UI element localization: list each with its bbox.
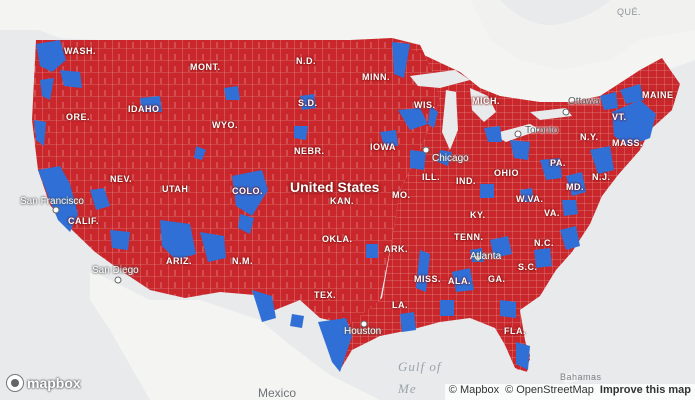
- city-label-ottawa: Ottawa: [568, 96, 600, 107]
- city-label-chicago: Chicago: [432, 153, 469, 164]
- city-label-san-francisco: San Francisco: [20, 196, 84, 207]
- basemap-label-quebec: QUÉ.: [617, 7, 642, 17]
- country-label-united-states: United States: [290, 179, 380, 195]
- great-lakes: [410, 70, 572, 150]
- place-label-bahamas: Bahamas: [560, 372, 602, 382]
- city-label-toronto: Toronto: [525, 125, 559, 136]
- city-label-houston: Houston: [344, 326, 382, 337]
- city-markers: [52, 108, 570, 328]
- water-label-gulf-of-mexico: Gulf of Me: [398, 359, 442, 396]
- improve-this-map-link[interactable]: Improve this map: [599, 384, 691, 396]
- mapbox-logo-icon: [6, 374, 24, 392]
- mapbox-logo-text: mapbox: [27, 375, 81, 391]
- mapbox-logo[interactable]: mapbox: [6, 374, 81, 392]
- attribution-osm-link[interactable]: © OpenStreetMap: [505, 384, 594, 396]
- democratic-counties: [34, 40, 656, 372]
- map-attribution: © Mapbox © OpenStreetMap Improve this ma…: [444, 384, 695, 400]
- florida: [470, 316, 530, 372]
- attribution-mapbox-link[interactable]: © Mapbox: [448, 384, 500, 396]
- country-label-mexico: Mexico: [258, 386, 297, 400]
- city-label-atlanta: Atlanta: [470, 251, 502, 262]
- city-label-san-diego: San Diego: [92, 265, 139, 276]
